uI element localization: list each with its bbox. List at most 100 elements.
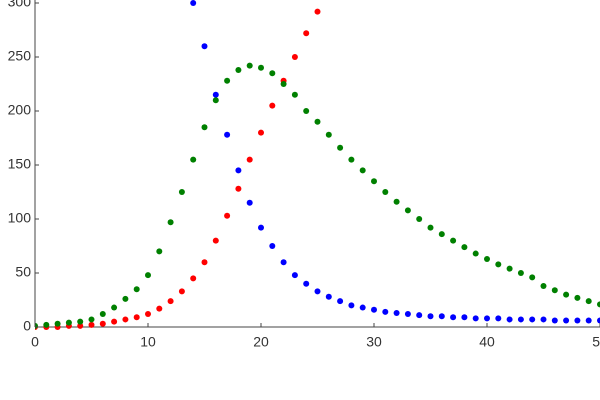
data-point — [438, 231, 445, 238]
data-point — [77, 322, 84, 329]
data-point — [563, 317, 570, 324]
data-point — [325, 293, 332, 300]
data-point — [438, 313, 445, 320]
data-point — [269, 102, 276, 109]
data-point — [235, 167, 242, 174]
data-point — [314, 8, 321, 15]
data-point — [212, 237, 219, 244]
data-point — [201, 43, 208, 50]
data-point — [224, 77, 231, 84]
data-point — [224, 131, 231, 138]
data-point — [337, 144, 344, 151]
y-tick-label: 300 — [8, 0, 32, 10]
data-point — [461, 244, 468, 251]
data-point — [258, 129, 264, 136]
data-point — [280, 259, 287, 266]
data-point — [348, 302, 355, 309]
data-point — [122, 295, 129, 302]
data-point — [597, 301, 600, 308]
data-point — [212, 97, 219, 104]
data-point — [235, 66, 242, 73]
data-point — [495, 315, 502, 322]
data-point — [303, 280, 310, 287]
data-point — [111, 318, 118, 325]
data-point — [190, 0, 197, 6]
data-point — [303, 108, 310, 114]
data-point — [427, 224, 434, 231]
x-tick-label: 0 — [31, 334, 39, 350]
x-tick-label: 30 — [366, 334, 382, 350]
data-point — [258, 224, 264, 231]
data-point — [303, 30, 310, 37]
data-point — [371, 178, 377, 185]
y-tick-label: 250 — [8, 48, 32, 64]
data-point — [574, 317, 581, 324]
x-tick-label: 50 — [592, 334, 600, 350]
data-point — [563, 291, 570, 298]
y-tick-label: 50 — [15, 264, 31, 280]
data-point — [77, 318, 84, 325]
data-point — [167, 219, 174, 226]
data-point — [111, 304, 118, 311]
data-point — [133, 286, 140, 293]
data-point — [246, 199, 253, 206]
data-point — [574, 294, 581, 301]
data-point — [382, 308, 389, 315]
data-point — [201, 124, 208, 131]
data-point — [133, 314, 140, 321]
y-tick-label: 0 — [23, 318, 31, 334]
data-point — [235, 185, 242, 192]
data-point — [506, 265, 513, 272]
y-tick-label: 150 — [8, 156, 32, 172]
data-point — [517, 270, 524, 276]
data-point — [506, 316, 513, 323]
data-point — [43, 321, 50, 328]
data-point — [122, 316, 129, 323]
data-point — [246, 62, 253, 69]
data-point — [472, 315, 479, 322]
x-tick-label: 10 — [140, 334, 156, 350]
data-point — [99, 320, 106, 327]
data-point — [393, 309, 400, 316]
data-point — [404, 311, 411, 318]
data-point — [212, 91, 219, 98]
data-point — [416, 312, 423, 319]
data-point — [291, 272, 298, 279]
data-point — [269, 70, 276, 77]
data-point — [190, 156, 197, 163]
data-point — [156, 305, 163, 312]
data-point — [416, 216, 423, 222]
data-point — [348, 156, 355, 163]
data-point — [325, 131, 332, 138]
data-point — [427, 313, 434, 320]
data-point — [517, 316, 524, 323]
data-point — [224, 212, 231, 219]
data-point — [291, 91, 298, 98]
data-point — [65, 319, 72, 326]
data-point — [382, 189, 389, 195]
data-point — [450, 314, 457, 321]
data-point — [472, 250, 479, 257]
data-point — [371, 306, 377, 313]
data-point — [190, 275, 197, 282]
x-tick-label: 40 — [479, 334, 495, 350]
data-point — [359, 167, 366, 174]
data-point — [551, 317, 558, 324]
data-point — [156, 248, 163, 255]
data-point — [54, 320, 61, 327]
data-point — [99, 311, 106, 318]
data-point — [314, 118, 321, 125]
data-point — [597, 317, 600, 324]
data-point — [88, 321, 95, 328]
data-point — [484, 255, 490, 262]
data-point — [393, 198, 400, 205]
data-point — [450, 237, 457, 244]
data-point — [258, 64, 264, 71]
data-point — [484, 315, 490, 322]
data-point — [359, 304, 366, 311]
data-point — [540, 316, 547, 323]
data-point — [585, 317, 592, 324]
data-point — [529, 316, 536, 323]
